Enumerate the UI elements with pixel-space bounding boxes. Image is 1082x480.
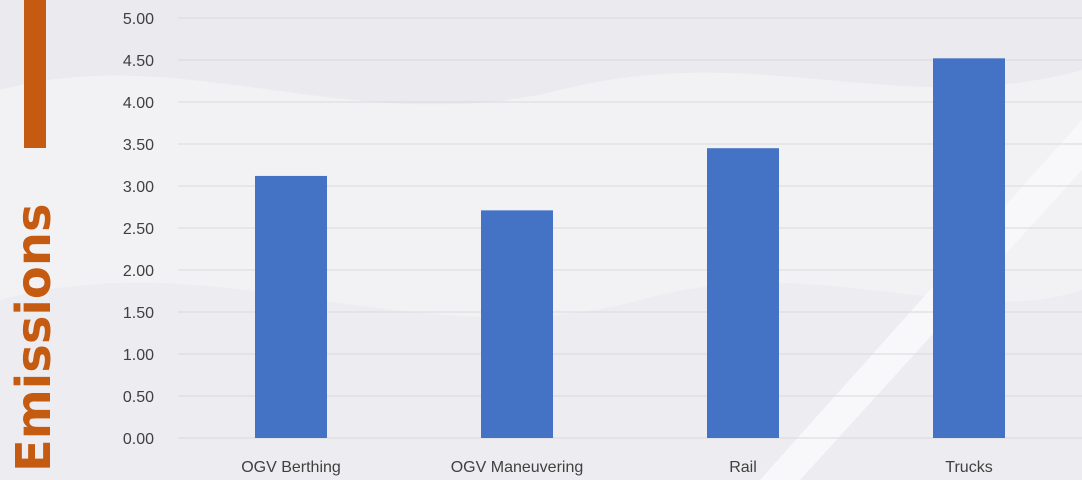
y-tick-label: 0.00 (123, 431, 154, 448)
x-tick-label: Rail (729, 459, 757, 476)
x-tick-label: OGV Maneuvering (451, 459, 584, 476)
bar-trucks (933, 58, 1005, 438)
accent-bar (24, 0, 46, 148)
bar-ogv-berthing (255, 175, 327, 439)
bar-rail (707, 148, 779, 438)
y-tick-label: 2.00 (123, 263, 154, 280)
y-tick-label: 2.50 (123, 221, 154, 238)
y-tick-label: 5.00 (123, 11, 154, 28)
y-tick-label: 0.50 (123, 389, 154, 406)
bar-ogv-maneuvering (481, 210, 553, 438)
x-tick-label: Trucks (945, 459, 992, 476)
y-tick-label: 4.00 (123, 95, 154, 112)
y-tick-label: 3.50 (123, 137, 154, 154)
y-tick-label: 1.00 (123, 347, 154, 364)
y-tick-label: 4.50 (123, 53, 154, 70)
y-tick-label: 1.50 (123, 305, 154, 322)
y-tick-label: 3.00 (123, 179, 154, 196)
x-tick-label: OGV Berthing (241, 459, 341, 476)
